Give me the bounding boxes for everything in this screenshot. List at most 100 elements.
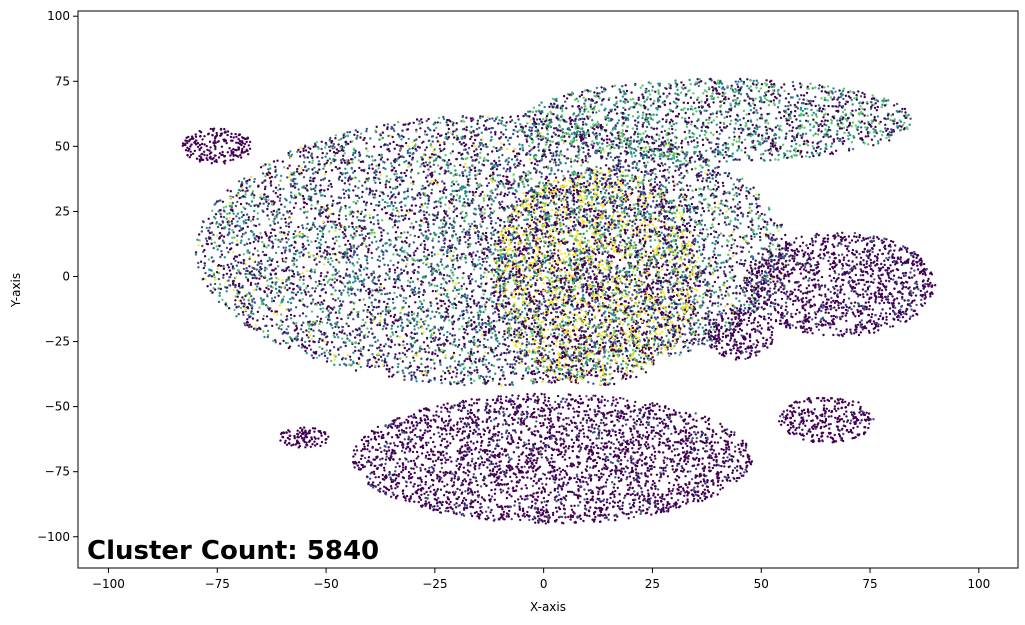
- scatter-point: [482, 293, 485, 296]
- scatter-point: [696, 207, 700, 210]
- scatter-point: [418, 135, 421, 139]
- scatter-point: [408, 365, 411, 368]
- scatter-point: [320, 301, 323, 304]
- scatter-point: [740, 211, 743, 215]
- scatter-point: [638, 142, 641, 145]
- scatter-point: [214, 217, 217, 220]
- scatter-point: [286, 211, 290, 214]
- scatter-point: [486, 367, 489, 371]
- scatter-point: [631, 270, 635, 274]
- scatter-point: [242, 222, 246, 225]
- scatter-point: [470, 319, 473, 322]
- scatter-point: [420, 187, 423, 191]
- scatter-point: [706, 173, 709, 176]
- scatter-point: [427, 266, 430, 269]
- scatter-point: [750, 255, 754, 258]
- scatter-point: [274, 186, 278, 189]
- scatter-point: [693, 282, 696, 285]
- scatter-point: [392, 263, 395, 267]
- scatter-point: [271, 324, 274, 328]
- scatter-point: [311, 298, 315, 301]
- scatter-point: [740, 287, 743, 290]
- scatter-point: [261, 250, 265, 254]
- scatter-point: [312, 329, 315, 332]
- scatter-point: [396, 325, 400, 328]
- scatter-point: [484, 321, 487, 325]
- scatter-point: [502, 175, 505, 178]
- scatter-point: [237, 193, 240, 196]
- scatter-point: [688, 327, 691, 330]
- scatter-point: [338, 201, 341, 204]
- scatter-point: [367, 349, 370, 352]
- scatter-point: [409, 277, 413, 280]
- scatter-point: [418, 210, 421, 213]
- scatter-point: [329, 213, 332, 216]
- scatter-point: [659, 338, 662, 342]
- scatter-point: [470, 255, 473, 258]
- scatter-point: [333, 154, 336, 157]
- scatter-point: [573, 160, 576, 163]
- scatter-point: [408, 254, 412, 257]
- scatter-point: [200, 226, 204, 229]
- scatter-point: [294, 253, 297, 256]
- scatter-point: [682, 302, 685, 305]
- scatter-point: [274, 175, 277, 179]
- scatter-point: [319, 294, 322, 298]
- scatter-point: [555, 207, 558, 210]
- scatter-point: [316, 284, 320, 288]
- scatter-point: [436, 181, 439, 184]
- scatter-point: [217, 210, 220, 213]
- scatter-point: [248, 292, 252, 296]
- scatter-point: [392, 253, 395, 256]
- scatter-point: [698, 295, 701, 298]
- scatter-point: [219, 209, 222, 212]
- scatter-point: [287, 238, 290, 241]
- scatter-point: [533, 189, 536, 192]
- scatter-point: [389, 134, 392, 137]
- scatter-point: [758, 235, 762, 239]
- scatter-point: [279, 174, 283, 178]
- scatter-point: [674, 169, 677, 172]
- scatter-point: [378, 153, 381, 157]
- scatter-point: [464, 169, 467, 172]
- scatter-point: [219, 199, 222, 202]
- scatter-point: [231, 241, 234, 244]
- scatter-point: [334, 311, 338, 314]
- scatter-point: [719, 266, 722, 269]
- scatter-point: [598, 302, 601, 305]
- scatter-point: [456, 254, 459, 257]
- scatter-point: [327, 309, 330, 312]
- scatter-point: [716, 301, 720, 305]
- scatter-point: [711, 271, 715, 274]
- scatter-point: [337, 235, 341, 238]
- scatter-point: [258, 277, 261, 280]
- scatter-point: [451, 271, 454, 274]
- scatter-point: [711, 273, 714, 276]
- scatter-point: [441, 180, 444, 183]
- scatter-point: [422, 293, 425, 297]
- scatter-point: [506, 139, 510, 142]
- scatter-point: [450, 184, 453, 188]
- scatter-point: [716, 276, 720, 279]
- scatter-point: [408, 361, 412, 364]
- scatter-point: [389, 178, 392, 181]
- scatter-point: [481, 251, 484, 254]
- scatter-point: [387, 375, 391, 378]
- scatter-point: [526, 178, 530, 181]
- scatter-point: [568, 128, 572, 132]
- scatter-point: [463, 366, 466, 369]
- scatter-point: [420, 302, 424, 306]
- scatter-point: [259, 297, 263, 300]
- scatter-point: [518, 175, 521, 178]
- scatter-point: [411, 280, 415, 283]
- scatter-point: [675, 147, 679, 151]
- scatter-point: [528, 367, 531, 370]
- scatter-point: [249, 219, 253, 223]
- scatter-point: [440, 263, 444, 266]
- scatter-point: [426, 307, 430, 311]
- scatter-point: [756, 210, 760, 214]
- scatter-point: [710, 311, 713, 314]
- scatter-point: [320, 140, 323, 143]
- scatter-point: [685, 236, 688, 239]
- scatter-point: [495, 146, 498, 150]
